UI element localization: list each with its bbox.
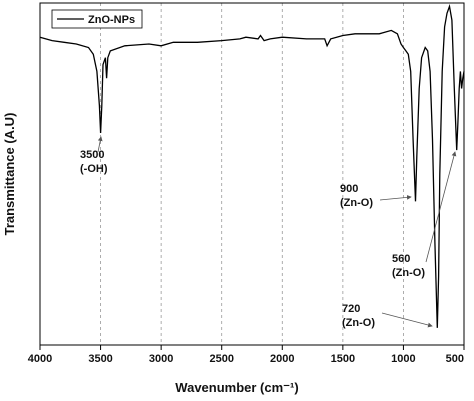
annotation-text: 900: [340, 183, 358, 195]
x-tick-label: 500: [446, 353, 464, 365]
annotation-arrow: [379, 194, 412, 201]
x-axis-label: Wavenumber (cm⁻¹): [175, 380, 298, 395]
annotation-arrow: [97, 136, 103, 153]
annotation-text: (-OH): [80, 163, 108, 175]
y-axis-label: Transmittance (A.U): [2, 113, 17, 236]
x-tick-label: 2000: [270, 353, 294, 365]
x-tick-label: 1500: [331, 353, 355, 365]
annotation-text: (Zn-O): [392, 267, 425, 279]
x-tick-label: 2500: [209, 353, 233, 365]
annotation-text: (Zn-O): [342, 317, 375, 329]
annotation-arrow: [381, 312, 433, 328]
annotation-text: (Zn-O): [340, 197, 373, 209]
annotation-text: 3500: [80, 149, 104, 161]
x-tick-label: 3500: [88, 353, 112, 365]
x-tick-label: 4000: [28, 353, 52, 365]
legend-box: [51, 9, 143, 29]
plot-frame: [39, 2, 465, 346]
x-tick-label: 1000: [391, 353, 415, 365]
data-line: [39, 3, 465, 328]
annotation-arrow: [425, 151, 457, 263]
annotation-text: 720: [342, 303, 360, 315]
x-tick-label: 3000: [149, 353, 173, 365]
legend-label: ZnO-NPs: [88, 14, 135, 26]
annotation-text: 560: [392, 253, 410, 265]
